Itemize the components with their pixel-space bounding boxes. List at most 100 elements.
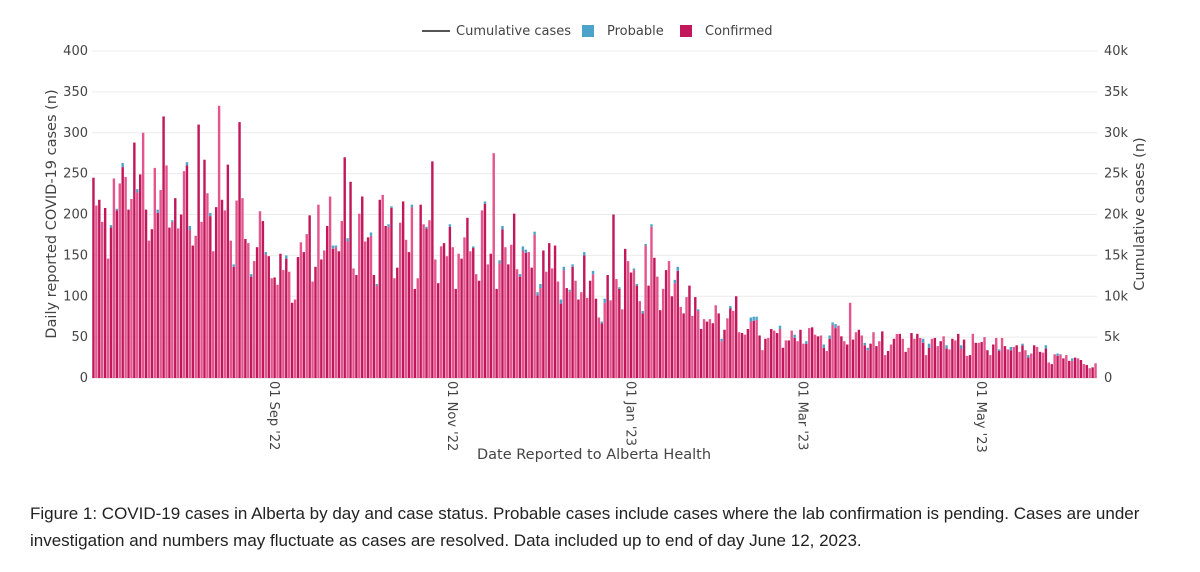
bar-confirmed [726, 318, 729, 378]
y-axis-title: Daily reported COVID-19 cases (n) [44, 89, 60, 338]
bar-confirmed [106, 258, 110, 378]
bar-probable [749, 317, 753, 322]
bar-confirmed [1006, 349, 1010, 378]
bar-confirmed [919, 337, 922, 378]
bar-probable [834, 324, 837, 329]
bar-confirmed [463, 237, 466, 378]
bar-confirmed [638, 301, 641, 378]
bar-confirmed [971, 333, 975, 378]
bar-probable [752, 316, 755, 321]
bar-confirmed [480, 210, 484, 378]
bar-confirmed [615, 279, 618, 378]
bar-confirmed [1035, 346, 1039, 378]
bar-confirmed [1073, 357, 1077, 378]
bar-confirmed [498, 263, 501, 378]
bar-confirmed [331, 248, 335, 378]
bar-confirmed [1038, 351, 1042, 378]
bar-confirmed [250, 276, 253, 378]
bar-probable [644, 243, 647, 246]
bar-probable [136, 189, 139, 193]
bar-probable [369, 232, 373, 236]
bar-confirmed [659, 310, 662, 378]
bar-confirmed [276, 284, 279, 378]
bar-series [92, 105, 1097, 379]
bar-confirmed [217, 105, 221, 379]
bar-confirmed [168, 227, 171, 378]
bar-confirmed [635, 285, 639, 378]
bar-confirmed [851, 339, 855, 378]
bar-confirmed [317, 204, 320, 378]
bar-probable [591, 270, 595, 275]
bar-confirmed [758, 335, 761, 378]
bar-confirmed [691, 315, 694, 378]
bar-confirmed [606, 275, 609, 378]
bar-confirmed [778, 328, 782, 378]
bar-probable [571, 264, 574, 267]
bar-confirmed [723, 329, 726, 378]
bar-confirmed [927, 347, 931, 378]
bar-confirmed [267, 256, 270, 378]
bar-confirmed [749, 321, 753, 378]
bar-probable [600, 321, 604, 324]
bar-confirmed [290, 302, 294, 378]
bar-probable [209, 212, 212, 217]
bar-confirmed [510, 244, 513, 378]
bar-confirmed [361, 196, 364, 378]
bar-confirmed [565, 288, 568, 378]
cumulative-cases-line [94, 51, 1096, 376]
bar-confirmed [848, 302, 852, 378]
bar-probable [1021, 343, 1024, 346]
legend-label-probable: Probable [607, 24, 664, 39]
bar-probable [828, 335, 831, 339]
bar-confirmed [846, 344, 849, 378]
bar-confirmed [95, 205, 98, 378]
bar-confirmed [232, 266, 235, 378]
bar-confirmed [1003, 346, 1007, 378]
bar-confirmed [501, 229, 504, 378]
bar-confirmed [708, 319, 712, 378]
bar-confirmed [270, 278, 273, 378]
bar-confirmed [1015, 345, 1018, 378]
bar-probable [331, 245, 335, 249]
x-tick-label: 01 Jan '23 [622, 381, 637, 446]
bar-confirmed [740, 333, 744, 378]
bar-confirmed [951, 338, 954, 378]
bar-confirmed [302, 252, 306, 378]
bar-probable [109, 225, 113, 228]
y-tick-label: 50 [71, 330, 88, 345]
bar-confirmed [264, 254, 268, 378]
bar-confirmed [384, 225, 387, 378]
bar-probable [805, 341, 808, 344]
bar-confirmed [577, 299, 580, 378]
bar-confirmed [144, 209, 148, 378]
bar-confirmed [729, 308, 732, 378]
bar-confirmed [241, 198, 244, 378]
bar-confirmed [171, 221, 174, 378]
bar-probable [524, 249, 528, 253]
bar-probable [498, 260, 501, 264]
bar-confirmed [103, 207, 107, 378]
bar-confirmed [101, 221, 104, 378]
bar-confirmed [308, 215, 311, 378]
bar-confirmed [299, 242, 303, 378]
bar-confirmed [761, 350, 764, 378]
bar-confirmed [974, 342, 977, 378]
bar-confirmed [244, 239, 247, 378]
bar-confirmed [422, 224, 425, 378]
bar-confirmed [1091, 367, 1094, 378]
bar-confirmed [945, 348, 948, 378]
bar-confirmed [1000, 337, 1004, 378]
y2-tick-label: 30k [1104, 126, 1129, 141]
bar-confirmed [439, 246, 443, 378]
bar-confirmed [378, 199, 381, 378]
bar-confirmed [775, 333, 779, 378]
bar-confirmed [828, 338, 831, 378]
bar-confirmed [585, 297, 589, 378]
bar-confirmed [197, 124, 200, 378]
bar-probable [676, 266, 679, 271]
bar-confirmed [679, 306, 682, 378]
bar-confirmed [396, 267, 399, 378]
bar-confirmed [916, 333, 919, 378]
bar-confirmed [407, 252, 411, 378]
bar-probable [650, 224, 653, 227]
